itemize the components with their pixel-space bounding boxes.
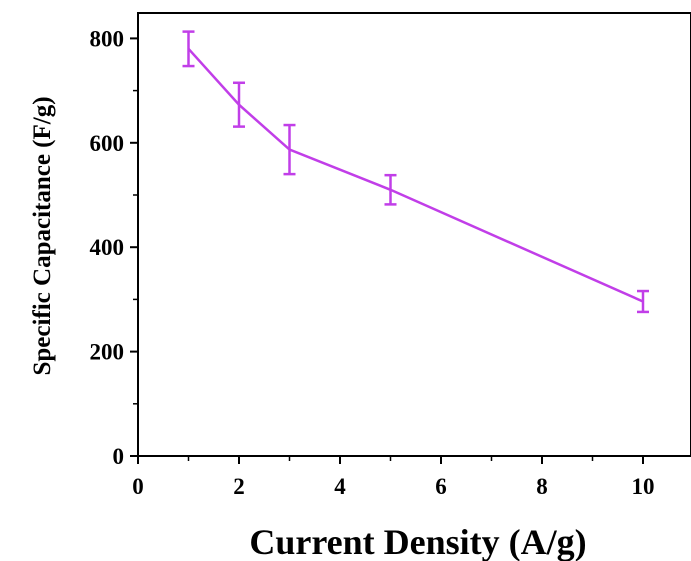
x-tick-label: 6 [435, 474, 447, 499]
error-bar [384, 173, 397, 206]
major-ticks [130, 37, 644, 464]
y-tick-label: 600 [90, 131, 125, 156]
error-bar [182, 30, 195, 68]
series-layer [182, 30, 649, 314]
error-bar [637, 289, 649, 314]
x-tick-label: 8 [536, 474, 548, 499]
x-axis-title: Current Density (A/g) [249, 522, 586, 561]
error-bar [233, 81, 245, 128]
y-tick-label: 0 [113, 444, 125, 469]
y-tick-label: 400 [90, 235, 125, 260]
x-tick-label: 10 [632, 474, 655, 499]
y-tick-labels: 0 200 400 600 800 [90, 26, 125, 469]
y-tick-label: 200 [90, 340, 125, 365]
x-tick-label: 4 [334, 474, 346, 499]
series-line [187, 48, 644, 303]
y-tick-label: 800 [90, 26, 125, 51]
y-axis-title: Specific Capacitance (F/g) [29, 96, 56, 375]
minor-ticks [133, 89, 594, 461]
x-tick-label: 2 [233, 474, 245, 499]
error-bar [283, 123, 296, 176]
x-tick-label: 0 [132, 474, 144, 499]
plot-frame [137, 12, 691, 457]
x-tick-labels: 0 2 4 6 8 10 [132, 474, 654, 499]
